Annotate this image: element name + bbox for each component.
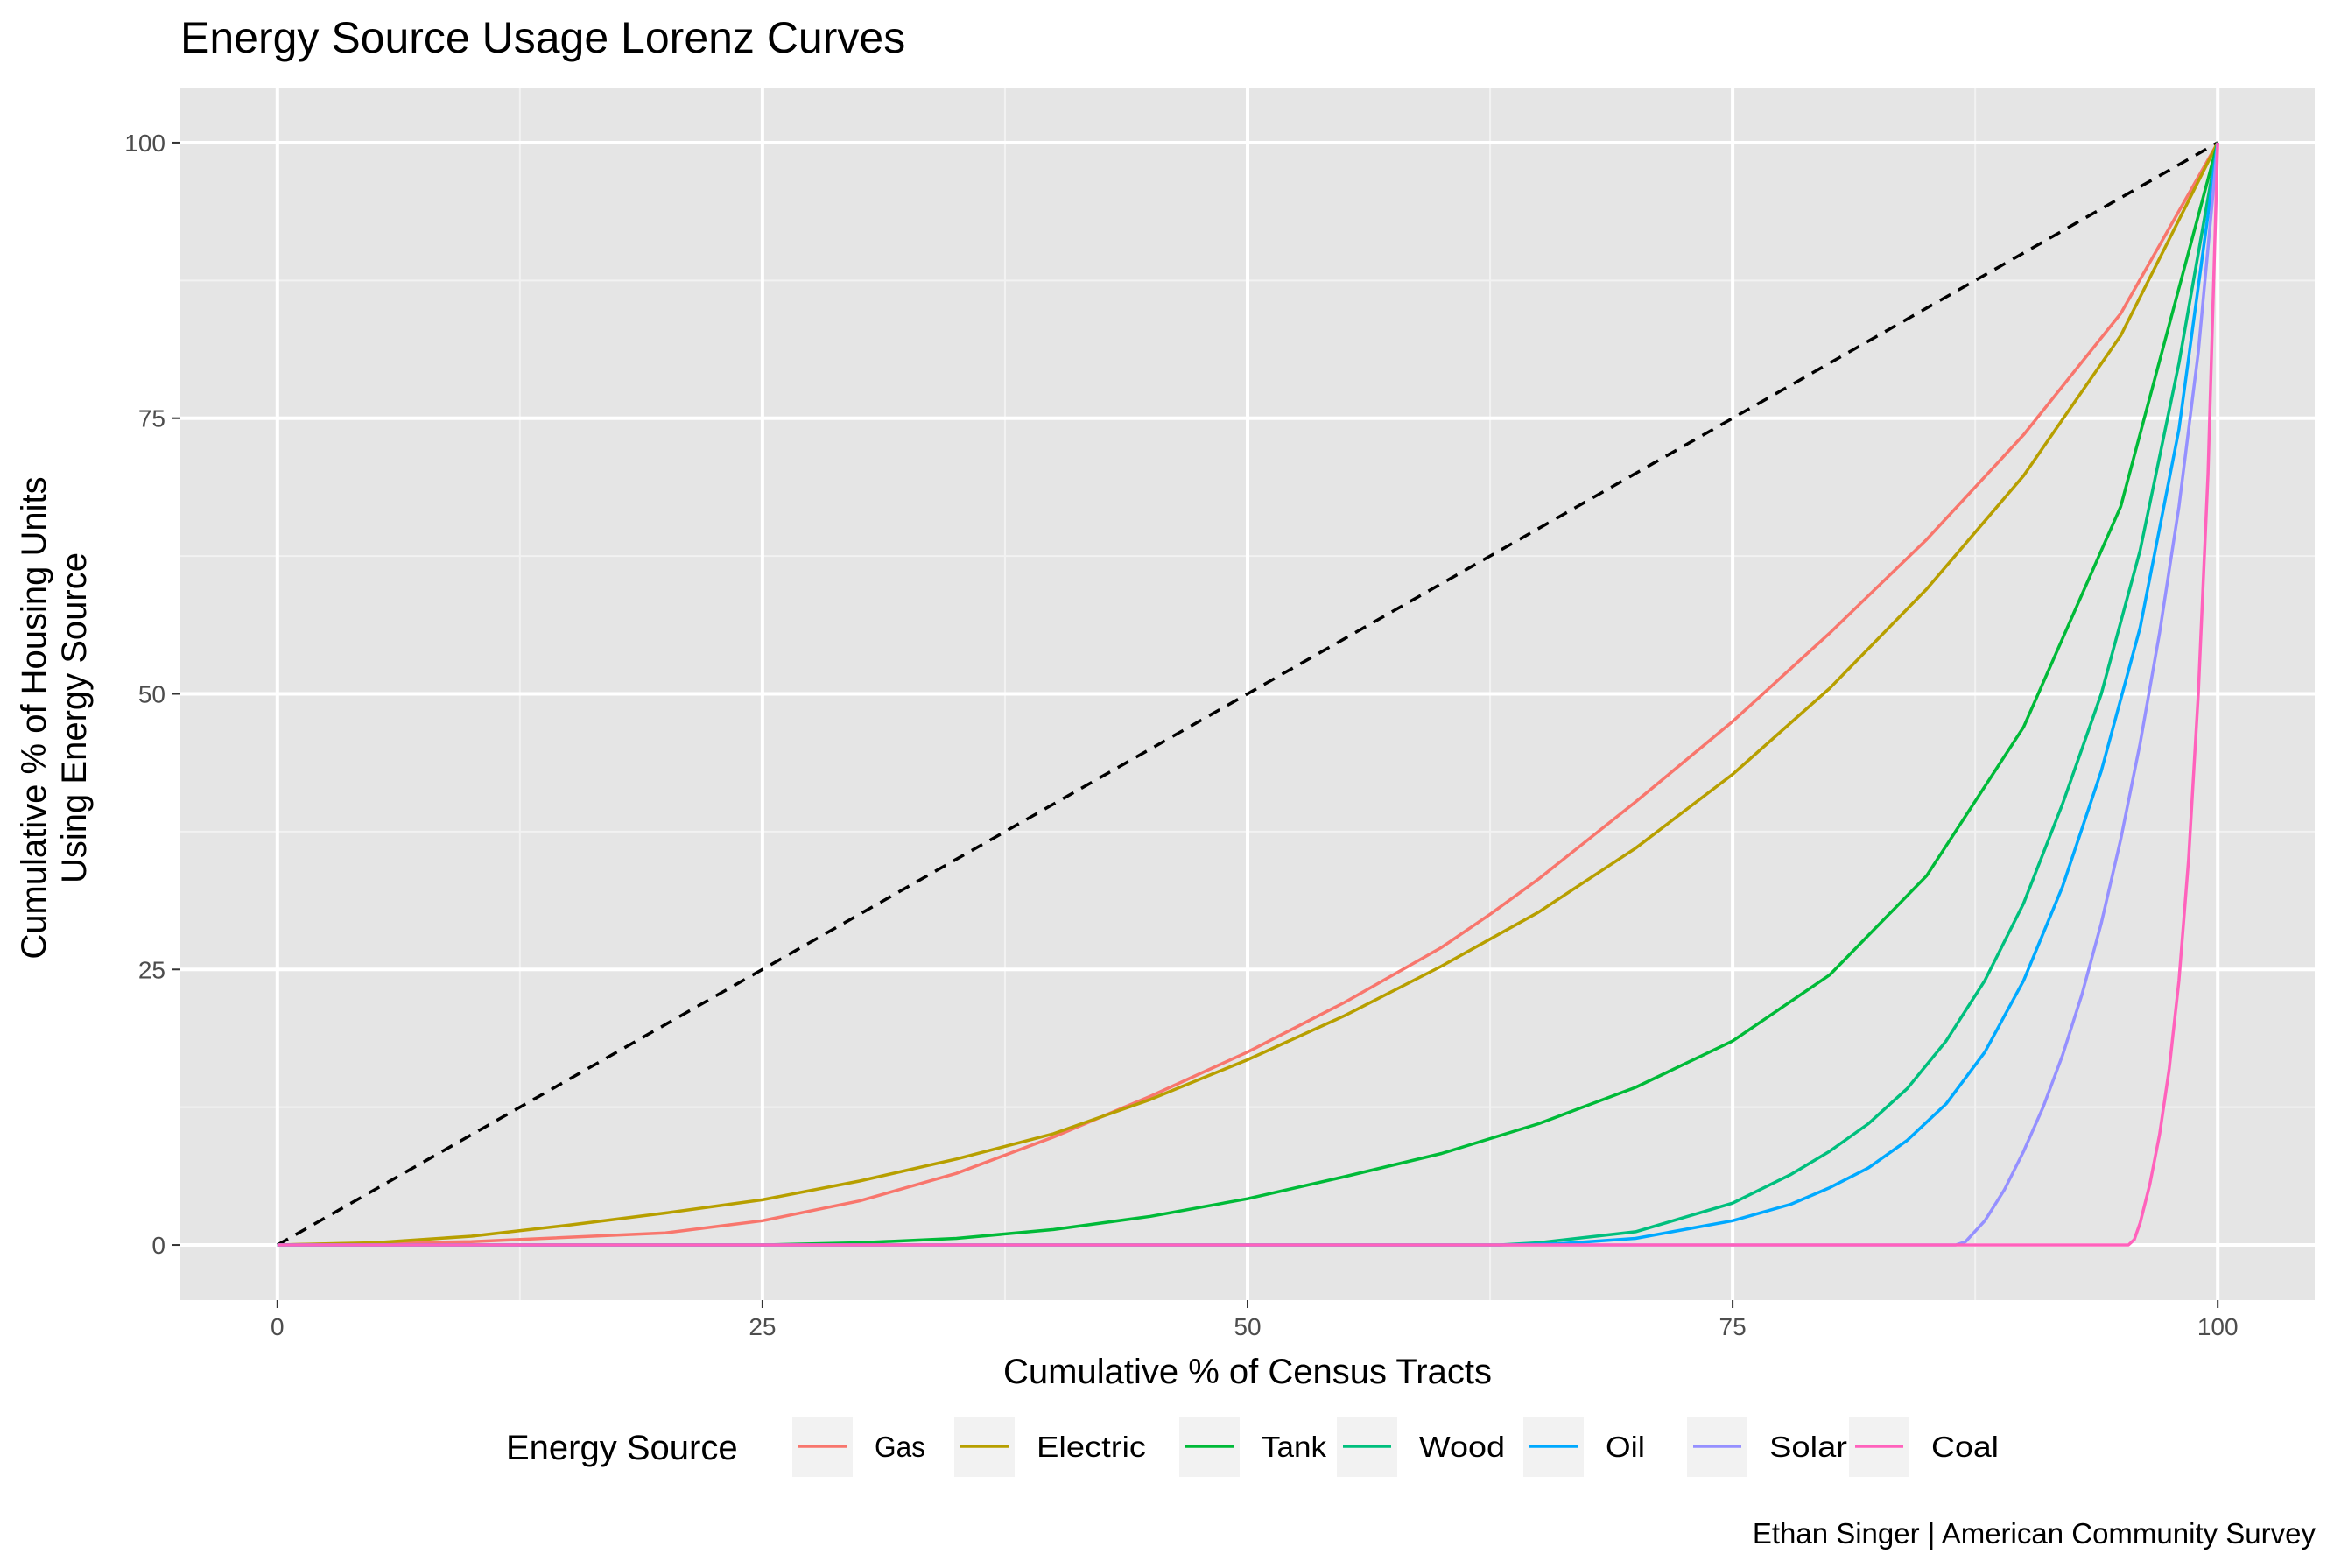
legend-label-oil: Oil xyxy=(1606,1431,1645,1463)
legend: Energy Source Gas Electric Tank Wood Oil Sola… xyxy=(506,1417,1999,1477)
y-tick-label: 25 xyxy=(138,956,165,983)
legend-label-coal: Coal xyxy=(1931,1431,1999,1463)
series-line-solar xyxy=(277,142,2219,1247)
y-tick-label: 75 xyxy=(138,405,165,432)
legend-label-wood: Wood xyxy=(1419,1431,1505,1463)
series-lines xyxy=(276,141,2219,1247)
y-axis-title-line-1: Cumulative % of Housing Units xyxy=(15,476,53,959)
series-line-tank xyxy=(277,142,2219,1247)
chart-title: Energy Source Usage Lorenz Curves xyxy=(180,13,905,62)
legend-label-electric: Electric xyxy=(1037,1431,1146,1463)
x-tick-label: 75 xyxy=(1719,1313,1747,1340)
legend-label-solar: Solar xyxy=(1769,1431,1847,1463)
y-tick-label: 0 xyxy=(151,1232,165,1259)
tick-labels: 0 25 50 75 100 0 25 50 75 100 xyxy=(124,130,2238,1340)
y-axis-title: Cumulative % of Housing Units Using Ener… xyxy=(15,476,94,959)
x-tick-label: 100 xyxy=(2197,1313,2239,1340)
y-tick-label: 50 xyxy=(138,681,165,708)
series-line-electric xyxy=(277,142,2219,1247)
x-axis-title: Cumulative % of Census Tracts xyxy=(1003,1353,1492,1391)
equality-line xyxy=(276,141,2219,1247)
series-line-oil xyxy=(277,142,2219,1247)
series-line-coal xyxy=(277,142,2219,1247)
axis-ticks xyxy=(172,141,2219,1308)
x-tick-label: 0 xyxy=(271,1313,285,1340)
x-tick-label: 25 xyxy=(749,1313,776,1340)
legend-title: Energy Source xyxy=(506,1429,738,1467)
series-line-wood xyxy=(277,142,2219,1247)
series-line-gas xyxy=(277,142,2219,1247)
x-tick-label: 50 xyxy=(1234,1313,1261,1340)
caption: Ethan Singer | American Community Survey xyxy=(1753,1517,2316,1550)
y-axis-title-line-2: Using Energy Source xyxy=(55,552,94,883)
legend-label-tank: Tank xyxy=(1262,1431,1327,1463)
legend-label-gas: Gas xyxy=(875,1431,925,1463)
y-tick-label: 100 xyxy=(124,130,165,157)
